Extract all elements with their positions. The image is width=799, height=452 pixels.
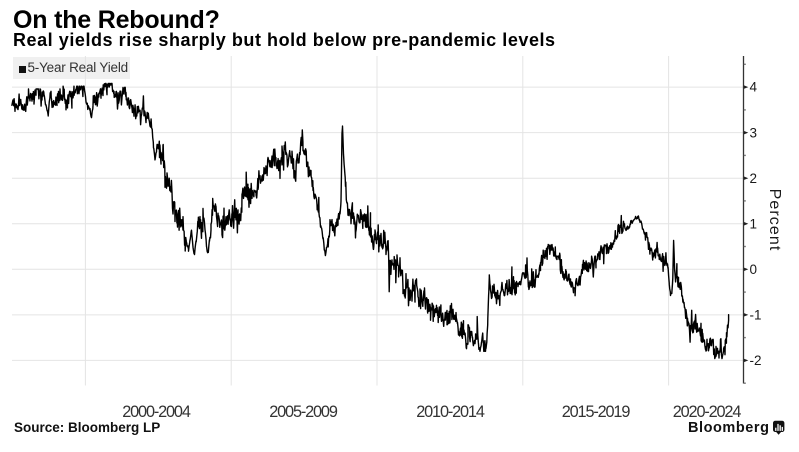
svg-text:Percent: Percent xyxy=(766,189,783,252)
svg-text:2005-2009: 2005-2009 xyxy=(269,403,338,421)
svg-text:0: 0 xyxy=(750,262,758,277)
svg-text:3: 3 xyxy=(750,125,758,140)
svg-text:-2: -2 xyxy=(750,353,762,368)
svg-text:1: 1 xyxy=(750,216,758,231)
svg-text:2015-2019: 2015-2019 xyxy=(562,403,631,421)
svg-text:2000-2004: 2000-2004 xyxy=(122,403,191,421)
svg-text:2020-2024: 2020-2024 xyxy=(673,403,742,421)
svg-text:4: 4 xyxy=(750,80,758,95)
svg-text:2010-2014: 2010-2014 xyxy=(416,403,485,421)
svg-text:-1: -1 xyxy=(750,307,762,322)
svg-text:2: 2 xyxy=(750,171,758,186)
